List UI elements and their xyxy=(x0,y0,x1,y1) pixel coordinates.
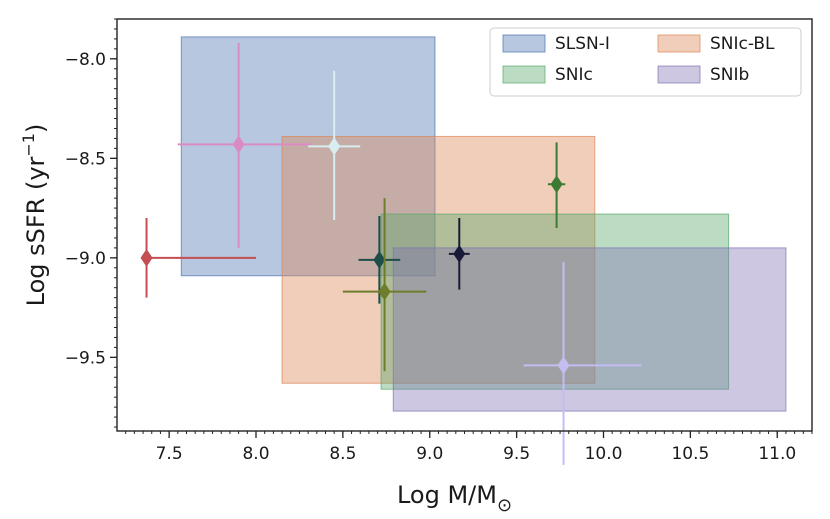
y-tick-label: −8.5 xyxy=(65,149,106,169)
region-slsn-i xyxy=(180,36,436,277)
legend-label-slsn-i: SLSN-I xyxy=(555,34,610,54)
legend-swatch-snic xyxy=(502,65,546,84)
y-tick-label: −9.5 xyxy=(65,348,106,368)
legend-box xyxy=(489,27,802,97)
region-snic xyxy=(380,213,730,390)
data-point xyxy=(140,218,256,298)
x-tick-label: 7.5 xyxy=(156,444,183,464)
legend-swatch-snic-bl xyxy=(657,34,701,53)
x-tick-label: 8.5 xyxy=(329,444,356,464)
diamond-marker xyxy=(453,244,466,263)
x-axis-title: Log M/M⊙ xyxy=(397,481,512,516)
tick-layer: 7.5 8.0 8.5 9.0 9.5 10.0 10.5 11.0 −8.0 −8.5 −9.0 −… xyxy=(65,18,813,464)
x-tick-label: 10.0 xyxy=(585,444,623,464)
point-layer xyxy=(140,42,642,465)
y-tick-label: −8.0 xyxy=(65,50,106,70)
x-tick-label: 10.5 xyxy=(671,444,709,464)
data-point xyxy=(177,42,312,248)
x-tick-label: 9.5 xyxy=(503,444,530,464)
data-point xyxy=(308,70,361,221)
diamond-marker xyxy=(550,175,563,194)
data-point xyxy=(523,261,642,465)
legend-swatch-slsn-i xyxy=(502,34,546,53)
x-tick-label: 9.0 xyxy=(416,444,443,464)
region-snib xyxy=(392,247,787,412)
x-tick-label: 11.0 xyxy=(758,444,796,464)
diamond-marker xyxy=(378,282,391,301)
legend-swatch-snib xyxy=(657,65,701,84)
legend: SLSN-I SNIc-BL SNIc SNIb xyxy=(489,27,802,97)
diamond-marker xyxy=(232,135,245,154)
legend-label-snic-bl: SNIc-BL xyxy=(710,34,775,54)
data-point xyxy=(448,218,470,290)
y-tick-label: −9.0 xyxy=(65,249,106,269)
legend-label-snic: SNIc xyxy=(555,65,593,85)
data-point xyxy=(358,216,401,304)
legend-label-snib: SNIb xyxy=(710,65,749,85)
y-axis-title: Log sSFR (yr−1) xyxy=(19,124,50,307)
diamond-marker xyxy=(557,356,570,375)
diamond-marker xyxy=(373,250,386,269)
data-point xyxy=(547,142,566,228)
diamond-marker xyxy=(328,137,341,156)
data-point xyxy=(342,198,427,372)
x-tick-label: 8.0 xyxy=(242,444,269,464)
diamond-marker xyxy=(140,248,153,267)
